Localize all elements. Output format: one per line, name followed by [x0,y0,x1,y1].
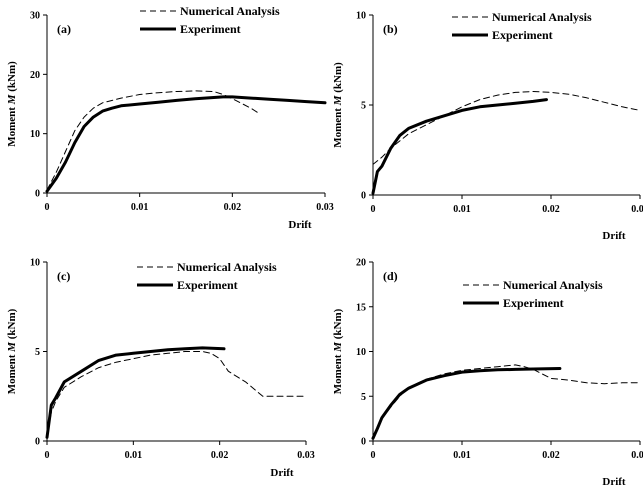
x-tick-label: 0.03 [631,450,643,461]
y-tick-label: 0 [361,191,366,202]
x-tick-label: 0.02 [542,204,560,215]
y-tick-label: 20 [30,70,40,81]
y-tick-label: 0 [361,437,366,448]
numerical-analysis-line [47,352,306,438]
y-tick-label: 15 [356,302,366,313]
y-axis-title-unit: (kNm) [6,61,18,95]
x-tick-label: 0 [45,450,50,461]
legend: Numerical Analysis Experiment [463,278,603,310]
experiment-line [47,348,224,438]
legend-label-numerical: Numerical Analysis [492,10,592,24]
y-axis-title-prefix: Moment [6,352,18,394]
x-tick-label: 0.02 [542,450,560,461]
y-tick-label: 5 [361,101,366,112]
y-axis-title-unit: (kNm) [6,308,18,342]
x-tick-label: 0.02 [211,450,229,461]
legend-label-numerical: Numerical Analysis [177,260,277,274]
experiment-line [47,97,325,191]
legend: Numerical Analysis Experiment [452,10,592,42]
x-tick-label: 0 [45,202,50,213]
y-axis-title-prefix: Moment [6,104,18,146]
numerical-analysis-line [47,91,260,190]
panel-label: (c) [57,269,70,283]
y-tick-label: 5 [361,392,366,403]
x-tick-label: 0.01 [453,450,471,461]
legend-label-experiment: Experiment [503,296,564,310]
legend-label-experiment: Experiment [492,28,553,42]
x-tick-label: 0.03 [631,204,643,215]
x-axis-title: Drift [288,219,312,231]
x-tick-label: 0 [371,204,376,215]
experiment-line [373,100,547,194]
panel-label: (d) [383,269,398,283]
legend: Numerical Analysis Experiment [140,4,280,36]
y-tick-label: 0 [35,437,40,448]
panel-label: (a) [57,22,71,36]
y-axis-title: Moment M (kNm) [6,61,18,147]
y-axis-title: Moment M (kNm) [332,62,344,148]
panel-label: (b) [383,22,398,36]
x-tick-label: 0.02 [224,202,242,213]
y-axis-title-unit: (kNm) [332,308,344,342]
x-tick-label: 0.01 [125,450,143,461]
x-axis-title: Drift [270,467,294,479]
legend: Numerical Analysis Experiment [137,260,277,292]
y-tick-label: 10 [356,11,366,22]
legend-label-numerical: Numerical Analysis [180,4,280,18]
y-tick-label: 10 [30,258,40,269]
y-tick-label: 30 [30,11,40,22]
x-tick-label: 0.01 [131,202,149,213]
x-axis-title: Drift [602,230,626,242]
y-tick-label: 5 [35,347,40,358]
y-tick-label: 0 [35,189,40,200]
numerical-analysis-line [373,365,640,437]
y-axis-title-unit: (kNm) [332,62,344,96]
y-tick-label: 20 [356,258,366,269]
y-tick-label: 10 [356,347,366,358]
y-axis-title-prefix: Moment [332,352,344,394]
y-axis-title: Moment M (kNm) [6,308,18,394]
experiment-line [373,369,560,439]
x-tick-label: 0.03 [297,450,315,461]
y-tick-label: 10 [30,129,40,140]
legend-label-experiment: Experiment [180,22,241,36]
legend-label-numerical: Numerical Analysis [503,278,603,292]
y-axis-title-prefix: Moment [332,105,344,147]
y-axis-title: Moment M (kNm) [332,308,344,394]
x-tick-label: 0.03 [316,202,334,213]
x-axis-title: Drift [602,476,626,488]
panel-d: 0 5 10 15 20 0 0.01 0.02 0.03 Drift Moment M (kNm)… [332,258,643,489]
panel-b: 0 5 10 0 0.01 0.02 0.03 Drift Moment M (kNm) (b) N… [332,10,643,242]
x-tick-label: 0.01 [453,204,471,215]
legend-label-experiment: Experiment [177,278,238,292]
x-tick-label: 0 [371,450,376,461]
